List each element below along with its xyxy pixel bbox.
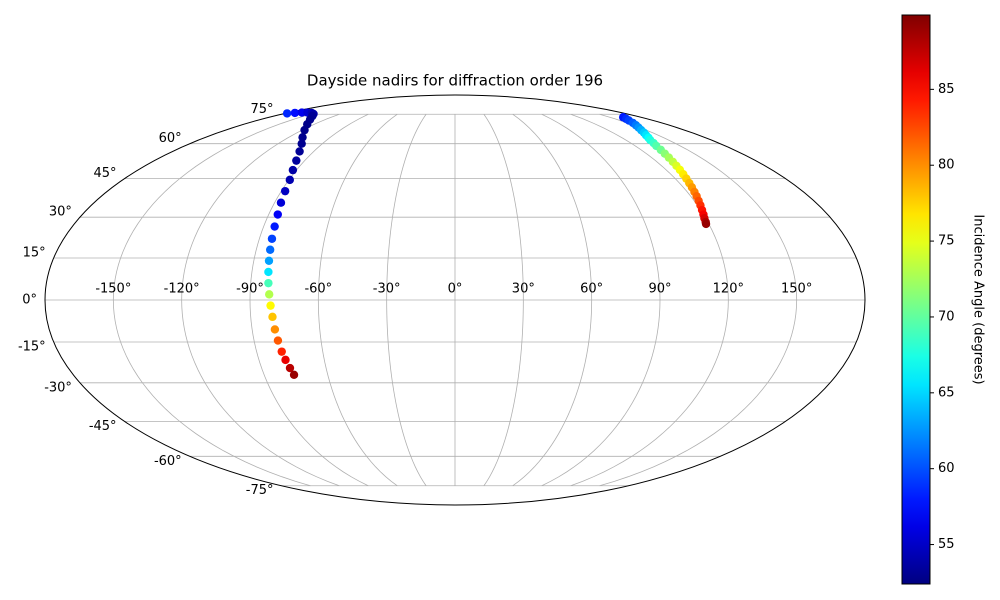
data-point <box>297 139 306 148</box>
data-point <box>264 267 273 277</box>
data-point <box>273 336 283 345</box>
x-tick-label: -90° <box>236 282 264 297</box>
grid-line <box>599 113 798 487</box>
data-point <box>265 290 274 299</box>
x-tick-label: -120° <box>164 282 200 297</box>
data-point <box>268 312 277 322</box>
grid-line <box>570 113 729 487</box>
colorbar <box>901 14 931 585</box>
data-point <box>288 165 298 175</box>
colorbar-tick-label: 80 <box>938 158 955 173</box>
x-tick-label: 30° <box>512 282 535 297</box>
data-point <box>273 210 282 219</box>
x-tick-label: -150° <box>95 282 131 297</box>
x-tick-label: 90° <box>648 282 671 297</box>
y-tick-label: -60° <box>154 454 182 469</box>
chart-title: Dayside nadirs for diffraction order 196 <box>307 72 603 90</box>
colorbar-tick-label: 70 <box>938 309 955 324</box>
data-point <box>267 234 277 243</box>
data-point <box>281 355 290 365</box>
y-tick-label: -30° <box>44 380 72 395</box>
data-point <box>290 108 300 118</box>
data-point <box>300 125 309 135</box>
data-point <box>292 156 301 165</box>
data-point <box>280 186 290 196</box>
x-tick-label: -30° <box>373 282 401 297</box>
data-point <box>285 363 295 373</box>
data-point <box>270 325 280 334</box>
y-tick-label: 75° <box>250 102 273 117</box>
grid-line <box>249 113 369 487</box>
colorbar-tick-label: 75 <box>938 234 955 249</box>
y-tick-label: -75° <box>246 483 274 498</box>
y-tick-label: 0° <box>22 293 37 308</box>
x-tick-label: 120° <box>713 282 744 297</box>
y-tick-label: -15° <box>18 339 46 354</box>
y-tick-label: 30° <box>49 205 72 220</box>
data-point <box>701 219 711 229</box>
x-tick-label: 0° <box>448 282 463 297</box>
data-point <box>264 278 273 288</box>
colorbar-tick-label: 65 <box>938 385 955 400</box>
data-point <box>295 147 304 156</box>
data-point <box>277 347 286 356</box>
data-point <box>265 245 275 254</box>
x-tick-label: 60° <box>580 282 603 297</box>
data-point <box>289 370 299 379</box>
data-point <box>276 198 286 207</box>
data-point <box>285 175 295 185</box>
grid-line <box>181 113 340 487</box>
grid-line <box>317 113 398 487</box>
y-tick-label: 15° <box>23 246 46 261</box>
grid-line <box>512 113 593 487</box>
y-tick-label: -45° <box>89 419 117 434</box>
x-tick-label: 150° <box>781 282 812 297</box>
grid-line <box>386 114 427 486</box>
y-tick-label: 60° <box>159 131 182 146</box>
colorbar-tick-label: 55 <box>938 537 955 552</box>
grid-line <box>483 114 524 486</box>
map-boundary <box>44 94 866 506</box>
grid-line <box>112 113 311 487</box>
data-point <box>264 256 274 266</box>
grid-line <box>541 113 661 487</box>
data-point <box>298 133 307 142</box>
data-point <box>282 109 292 118</box>
data-point <box>266 301 275 310</box>
y-tick-label: 45° <box>94 166 117 181</box>
x-tick-label: -60° <box>304 282 332 297</box>
colorbar-tick-label: 85 <box>938 82 955 97</box>
data-point <box>270 222 279 231</box>
colorbar-tick-label: 60 <box>938 461 955 476</box>
colorbar-label: Incidence Angle (degrees) <box>971 214 986 384</box>
